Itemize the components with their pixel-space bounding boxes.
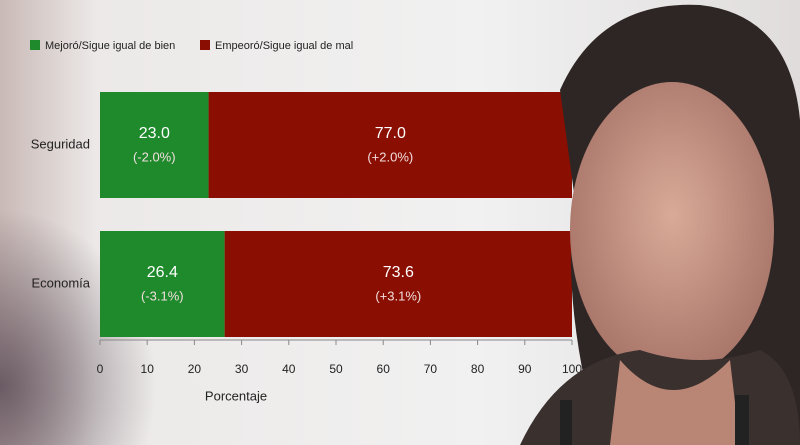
x-tick-label: 80	[471, 362, 485, 376]
x-tick-label: 30	[235, 362, 249, 376]
x-tick-label: 60	[377, 362, 391, 376]
x-tick-label: 100	[562, 362, 582, 376]
value-label: 26.4	[147, 264, 178, 281]
x-tick-label: 40	[282, 362, 296, 376]
legend-swatch	[30, 40, 40, 50]
x-tick-label: 50	[329, 362, 343, 376]
x-tick-label: 20	[188, 362, 202, 376]
value-label: 73.6	[383, 264, 414, 281]
change-label: (+3.1%)	[375, 288, 421, 303]
value-label: 77.0	[375, 125, 406, 142]
x-tick-label: 0	[97, 362, 104, 376]
change-label: (-2.0%)	[133, 149, 176, 164]
y-tick-label: Economía	[31, 275, 90, 290]
legend-swatch	[200, 40, 210, 50]
bar	[100, 231, 225, 337]
portrait	[520, 4, 800, 445]
x-tick-label: 90	[518, 362, 532, 376]
legend-label: Empeoró/Sigue igual de mal	[215, 40, 353, 52]
bar	[224, 231, 572, 337]
value-label: 23.0	[139, 125, 170, 142]
y-tick-label: Seguridad	[31, 136, 90, 151]
bar	[100, 92, 209, 198]
bar	[208, 92, 572, 198]
x-axis-label: Porcentaje	[205, 388, 267, 403]
change-label: (-3.1%)	[141, 288, 184, 303]
legend-label: Mejoró/Sigue igual de bien	[45, 40, 175, 52]
x-tick-label: 70	[424, 362, 438, 376]
change-label: (+2.0%)	[367, 149, 413, 164]
x-tick-label: 10	[141, 362, 155, 376]
